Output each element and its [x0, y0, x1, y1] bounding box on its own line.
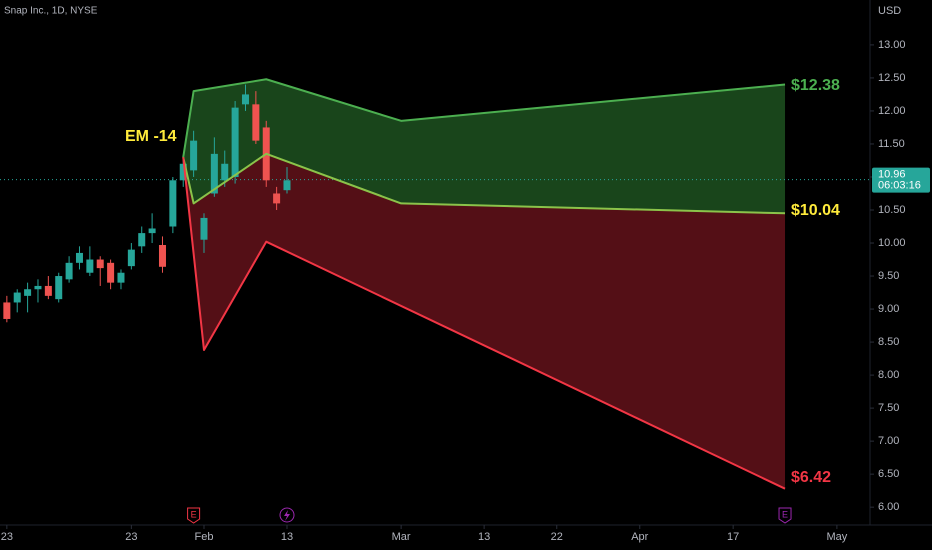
band-line [182, 78, 786, 158]
mid-target: $10.04 [791, 202, 840, 219]
y-tick-label: 6.00 [878, 501, 899, 513]
candle-body [75, 252, 83, 263]
x-tick-label: May [827, 531, 848, 543]
candle-body [3, 302, 11, 319]
x-tick-label: 23 [125, 531, 137, 543]
candle-body [117, 272, 125, 283]
candle-body [158, 245, 166, 267]
y-tick-label: 10.00 [878, 237, 906, 249]
event-marker [187, 507, 201, 524]
candle-body [138, 233, 146, 247]
last-price-box [872, 167, 930, 193]
band-line [182, 152, 786, 215]
candle-body [55, 276, 63, 300]
candle-body [241, 94, 249, 105]
event-label: E [191, 509, 197, 519]
x-tick-label: 23 [1, 531, 13, 543]
countdown-label: 06:03:16 [878, 180, 921, 192]
y-tick-label: 9.00 [878, 303, 899, 315]
candle-body [34, 285, 42, 290]
candle-body [24, 289, 32, 296]
x-tick-label: Feb [195, 531, 214, 543]
y-tick-label: 6.50 [878, 468, 899, 480]
band-fill [183, 153, 786, 489]
candle-body [107, 262, 115, 283]
plot-area [0, 78, 870, 490]
candle-body [231, 107, 239, 177]
candle-body [221, 163, 229, 181]
y-tick-label: 8.50 [878, 336, 899, 348]
candle-body [252, 104, 260, 141]
candle-body [65, 262, 73, 280]
candle-body [44, 285, 52, 296]
y-tick-label: 11.50 [878, 138, 905, 150]
y-tick-label: 13.00 [878, 39, 906, 51]
x-tick-label: 17 [727, 531, 739, 543]
split-icon-bolt [284, 510, 290, 521]
x-tick-label: 13 [478, 531, 490, 543]
y-tick-label: 10.50 [878, 204, 906, 216]
band-line [182, 157, 786, 490]
chart-title: Snap Inc., 1D, NYSE [4, 6, 98, 17]
candle-body [96, 259, 104, 269]
candle-body [210, 153, 218, 194]
band-fill [183, 79, 786, 214]
split-icon [279, 507, 295, 523]
candle-body [273, 193, 281, 204]
candle-body [179, 163, 187, 181]
y-tick-label: 8.00 [878, 369, 899, 381]
y-tick-label: 12.50 [878, 72, 906, 84]
candle-body [200, 217, 208, 240]
upper-target: $12.38 [791, 77, 840, 94]
candle-body [86, 259, 94, 273]
event-marker [778, 507, 792, 524]
candle-body [169, 180, 177, 227]
y-tick-label: 7.00 [878, 435, 899, 447]
y-tick-label: 9.50 [878, 270, 899, 282]
currency: USD [878, 5, 901, 17]
x-tick-label: 13 [281, 531, 293, 543]
last-price-label: 10.96 [878, 169, 906, 181]
lower-target: $6.42 [791, 469, 831, 486]
candle-body [190, 140, 198, 171]
event-label: E [782, 509, 788, 519]
candle-body [127, 249, 135, 267]
em-label: EM -14 [125, 128, 177, 145]
y-tick-label: 7.50 [878, 402, 899, 414]
y-tick-label: 12.00 [878, 105, 906, 117]
x-tick-label: Apr [631, 531, 648, 543]
x-tick-label: Mar [392, 531, 411, 543]
candle-body [283, 180, 291, 191]
x-tick-label: 22 [551, 531, 563, 543]
split-icon-ring [279, 507, 295, 523]
candle-body [13, 292, 21, 303]
candle-body [148, 228, 156, 234]
